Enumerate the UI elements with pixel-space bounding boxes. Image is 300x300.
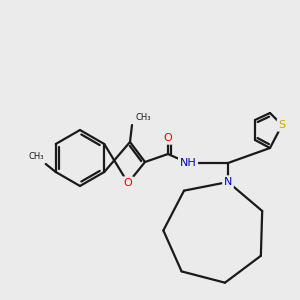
Text: CH₃: CH₃ — [135, 113, 151, 122]
Text: N: N — [224, 177, 232, 187]
Text: S: S — [278, 120, 286, 130]
Text: NH: NH — [180, 158, 196, 168]
Text: O: O — [124, 178, 132, 188]
Text: CH₃: CH₃ — [28, 152, 44, 161]
Text: O: O — [164, 133, 172, 143]
